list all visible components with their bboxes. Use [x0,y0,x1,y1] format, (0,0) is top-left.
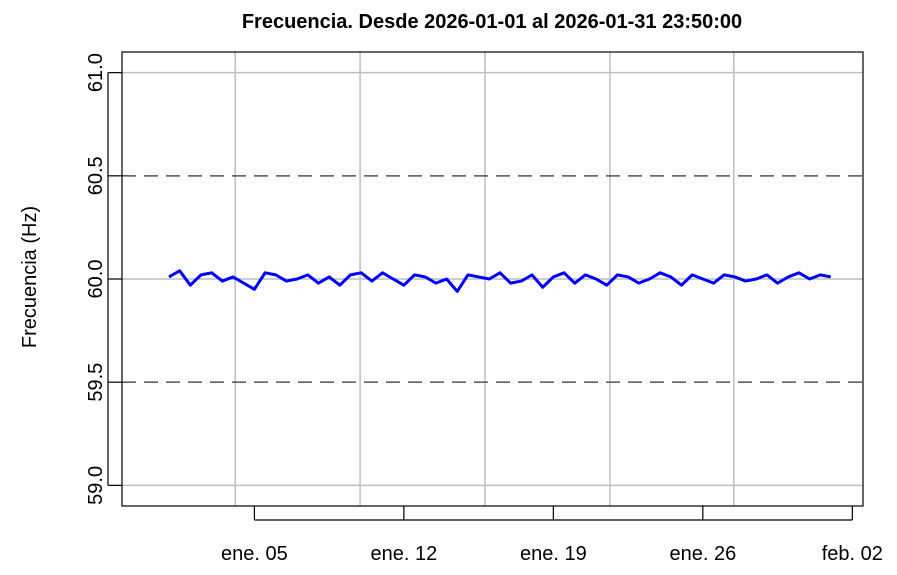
y-axis-label: Frecuencia (Hz) [19,206,41,348]
y-tick-label: 60.0 [85,260,107,299]
x-tick-label: ene. 05 [221,543,288,565]
x-tick-label: feb. 02 [822,543,883,565]
x-tick-label: ene. 26 [669,543,736,565]
y-tick-label: 59.0 [85,466,107,505]
chart-title: Frecuencia. Desde 2026-01-01 al 2026-01-… [242,11,742,33]
x-tick-label: ene. 12 [371,543,438,565]
y-tick-label: 61.0 [85,53,107,92]
y-tick-label: 59.5 [85,363,107,402]
x-tick-label: ene. 19 [520,543,587,565]
y-tick-label: 60.5 [85,156,107,195]
data-line [168,269,832,293]
